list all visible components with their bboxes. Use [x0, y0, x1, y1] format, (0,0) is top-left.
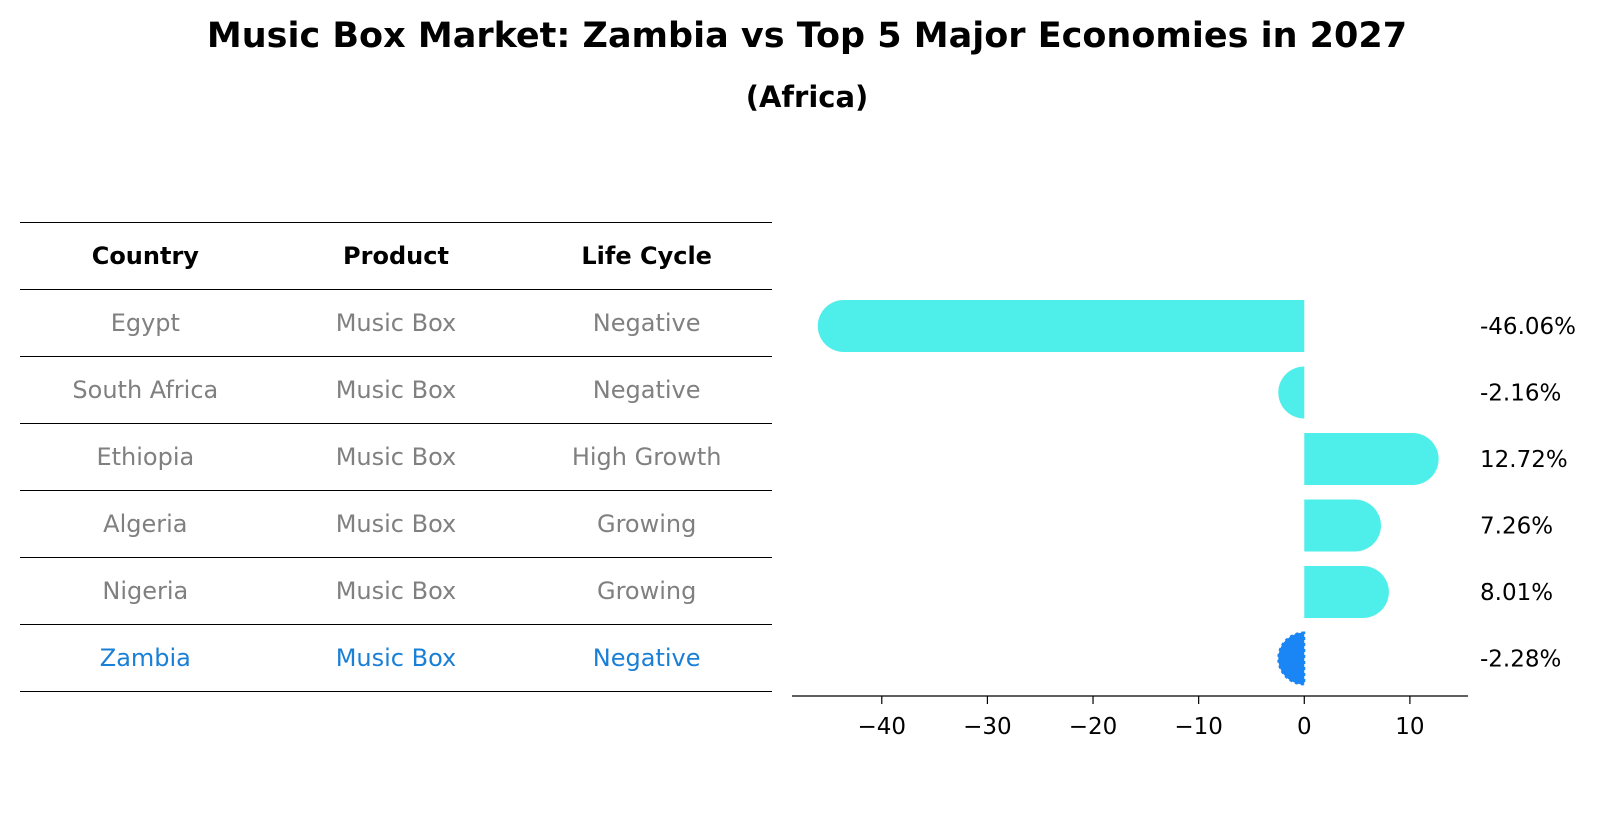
bar-zambia — [1277, 631, 1306, 686]
cell-product: Music Box — [270, 289, 522, 357]
bar-value-label: 7.26% — [1480, 514, 1553, 540]
cell-country: Algeria — [20, 490, 271, 558]
header-life-cycle: Life Cycle — [521, 222, 772, 290]
cell-country: Zambia — [20, 624, 271, 692]
bar-value-label: -2.16% — [1480, 381, 1561, 407]
header-country: Country — [20, 222, 271, 290]
cell-product: Music Box — [270, 356, 522, 424]
x-tick-label: −40 — [858, 714, 907, 740]
table-row: Ethiopia Music Box High Growth — [20, 423, 772, 491]
cell-country: Ethiopia — [20, 423, 271, 491]
cell-life-cycle: Growing — [521, 557, 772, 625]
bar-ethiopia — [1304, 433, 1439, 485]
cell-life-cycle: High Growth — [521, 423, 772, 491]
cell-life-cycle: Negative — [521, 356, 772, 424]
bar-south-africa — [1278, 366, 1305, 419]
table-row: Egypt Music Box Negative — [20, 289, 772, 357]
table-row: Nigeria Music Box Growing — [20, 557, 772, 625]
cell-product: Music Box — [270, 624, 522, 692]
chart-subtitle: (Africa) — [745, 80, 869, 114]
x-tick-label: −20 — [1069, 714, 1118, 740]
cell-life-cycle: Growing — [521, 490, 772, 558]
table-row: Algeria Music Box Growing — [20, 490, 772, 558]
cell-country: Nigeria — [20, 557, 271, 625]
x-tick-label: −30 — [963, 714, 1012, 740]
cell-product: Music Box — [270, 557, 522, 625]
cell-country: South Africa — [20, 356, 271, 424]
header-product: Product — [270, 222, 522, 290]
table-row-highlighted: Zambia Music Box Negative — [20, 624, 772, 692]
cell-product: Music Box — [270, 490, 522, 558]
bar-value-label: -46.06% — [1480, 314, 1576, 340]
bar-algeria — [1304, 499, 1381, 552]
chart-title: Music Box Market: Zambia vs Top 5 Major … — [206, 16, 1408, 56]
cell-life-cycle: Negative — [521, 289, 772, 357]
bar-value-label: 8.01% — [1480, 580, 1553, 606]
bar-value-label: 12.72% — [1480, 447, 1568, 473]
bar-egypt — [817, 300, 1305, 352]
table-header-row: Country Product Life Cycle — [20, 222, 772, 290]
cell-life-cycle: Negative — [521, 624, 772, 692]
bar-nigeria — [1304, 566, 1389, 618]
x-tick-label: 0 — [1297, 714, 1312, 740]
x-tick-label: −10 — [1174, 714, 1223, 740]
cell-product: Music Box — [270, 423, 522, 491]
data-table: Country Product Life Cycle Egypt Music B… — [20, 222, 772, 692]
bar-value-label: -2.28% — [1480, 647, 1561, 673]
x-tick-label: 10 — [1395, 714, 1424, 740]
table-row: South Africa Music Box Negative — [20, 356, 772, 424]
cell-country: Egypt — [20, 289, 271, 357]
growth-bar-chart: -46.06% -2.16% 12.72% 7.26% 8.01% -2.28% −40 −3… — [792, 300, 1576, 740]
